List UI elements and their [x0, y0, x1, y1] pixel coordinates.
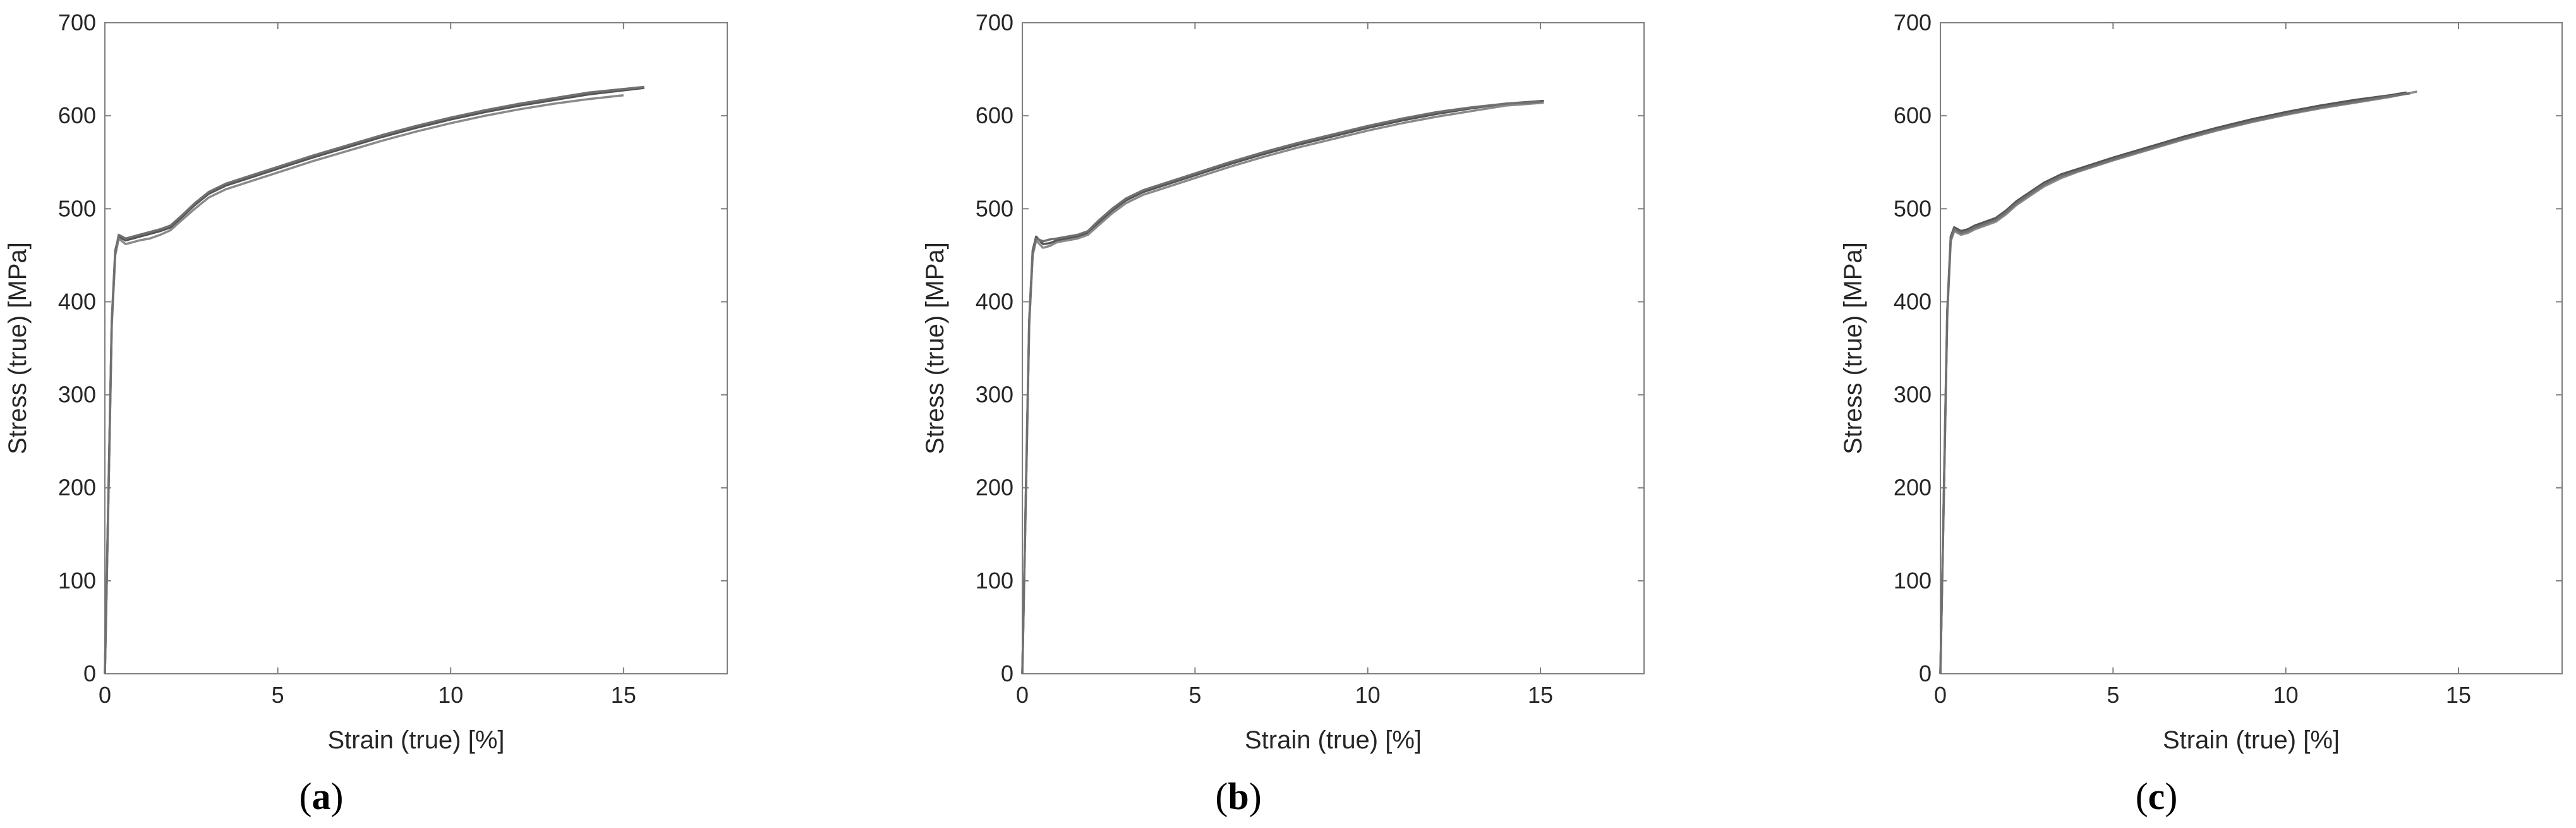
x-tick-label: 15 [2446, 682, 2471, 708]
chart-panel-b: 0 100 200 300 400 500 600 700 0 5 10 15 Strain (true… [921, 9, 1645, 817]
x-tick-label: 10 [438, 682, 463, 708]
y-tick-label: 0 [83, 661, 96, 686]
x-axis-label: Strain (true) [%] [1245, 726, 1422, 754]
y-tick-label: 400 [1894, 288, 1932, 314]
x-tick-label: 10 [2273, 682, 2299, 708]
y-tick-label: 100 [1894, 568, 1932, 594]
y-tick-label: 300 [1894, 382, 1932, 408]
panel-label-c: (c) [2136, 776, 2178, 817]
x-axis-label: Strain (true) [%] [2163, 726, 2340, 754]
plot-frame [1022, 22, 1645, 674]
series-line-2 [1021, 101, 1544, 674]
y-tick-label: 500 [976, 195, 1013, 221]
x-tick-label: 10 [1355, 682, 1381, 708]
y-tick-label: 0 [1919, 661, 1932, 686]
y-tick-label: 300 [58, 382, 96, 408]
y-axis-label: Stress (true) [MPa] [1839, 242, 1867, 454]
y-tick-label: 200 [1894, 475, 1932, 501]
chart-panel-a: 0 100 200 300 400 500 600 700 0 5 10 15 Strain (true… [4, 9, 728, 817]
x-axis-label: Strain (true) [%] [327, 726, 504, 754]
y-tick-label: 0 [1001, 661, 1013, 686]
series-line-1 [1021, 99, 1544, 674]
series-line-1 [1939, 91, 2407, 674]
x-tick-label: 0 [99, 682, 111, 708]
series-line-3 [104, 85, 644, 674]
y-tick-label: 400 [58, 288, 96, 314]
y-tick-label: 400 [976, 288, 1013, 314]
y-axis-label: Stress (true) [MPa] [4, 242, 32, 454]
y-tick-label: 500 [1894, 195, 1932, 221]
y-tick-label: 200 [58, 475, 96, 501]
x-tick-label: 15 [611, 682, 636, 708]
x-tick-label: 15 [1528, 682, 1553, 708]
x-tick-label: 5 [2107, 682, 2119, 708]
y-tick-label: 600 [58, 102, 96, 128]
series-line-3 [1939, 92, 2410, 674]
series-line-3 [1021, 100, 1541, 674]
plot-frame [1940, 22, 2563, 674]
panel-label-b: (b) [1215, 776, 1261, 817]
y-tick-label: 700 [58, 9, 96, 35]
y-axis-label: Stress (true) [MPa] [921, 242, 949, 454]
panel-label-a: (a) [299, 776, 344, 817]
series-line-2 [104, 94, 624, 674]
y-tick-label: 100 [976, 568, 1013, 594]
y-tick-label: 500 [58, 195, 96, 221]
y-tick-label: 700 [1894, 9, 1932, 35]
y-tick-label: 700 [976, 9, 1013, 35]
y-tick-label: 200 [976, 475, 1013, 501]
series-line-2 [1939, 90, 2417, 674]
series-line-1 [104, 87, 644, 674]
x-tick-label: 5 [272, 682, 284, 708]
y-tick-label: 300 [976, 382, 1013, 408]
y-tick-label: 100 [58, 568, 96, 594]
chart-panel-c: 0 100 200 300 400 500 600 700 0 5 10 15 Strain (true… [1839, 9, 2563, 817]
y-tick-label: 600 [1894, 102, 1932, 128]
x-tick-label: 0 [1016, 682, 1029, 708]
y-tick-label: 600 [976, 102, 1013, 128]
plot-frame [104, 22, 728, 674]
x-tick-label: 0 [1934, 682, 1947, 708]
x-tick-label: 5 [1188, 682, 1201, 708]
